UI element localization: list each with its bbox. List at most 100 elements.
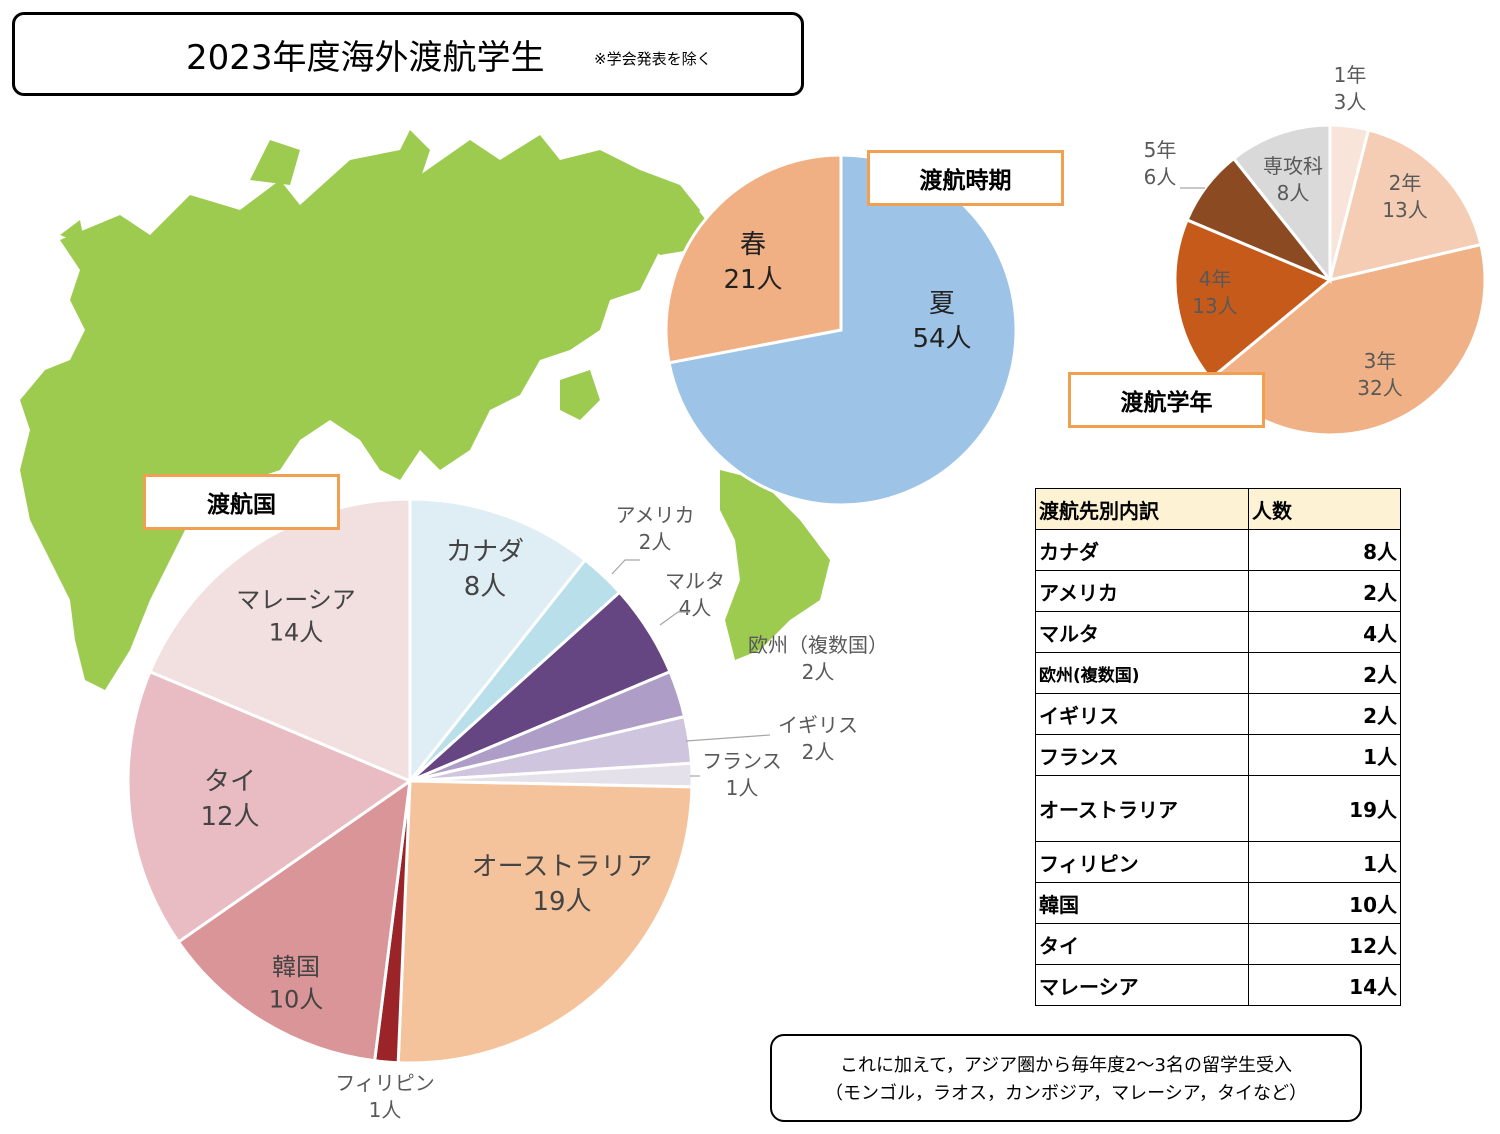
table-row: 欧州(複数国) 2人	[1035, 652, 1401, 694]
table-cell-count: 8人	[1248, 529, 1401, 571]
table-cell-count: 1人	[1248, 734, 1401, 776]
table-header-count: 人数	[1248, 488, 1401, 530]
country-0-name-label: カナダ	[446, 537, 524, 567]
country-3-name-label: 欧州（複数国）	[748, 633, 888, 657]
table-row: イギリス 2人	[1035, 693, 1401, 735]
grade-0-value-label: 3人	[1334, 90, 1367, 114]
country-2-name-label: マルタ	[665, 569, 725, 593]
table-cell-destination: マレーシア	[1035, 964, 1249, 1006]
note-box: これに加えて，アジア圏から毎年度2〜3名の留学生受入 （モンゴル，ラオス，カンボ…	[770, 1034, 1362, 1122]
leader-line	[659, 611, 690, 626]
grade-pie-chart	[1173, 123, 1487, 437]
page-subtitle: ※学会発表を除く	[594, 50, 712, 68]
table-cell-count: 2人	[1248, 652, 1401, 694]
table-row: マレーシア 14人	[1035, 964, 1401, 1006]
country-slice	[396, 779, 694, 1065]
grade-slice	[1231, 123, 1332, 285]
table-cell-count: 4人	[1248, 611, 1401, 653]
country-5-value-label: 1人	[726, 776, 759, 800]
season-slice	[664, 153, 843, 365]
country-slice	[126, 669, 414, 945]
table-cell-count: 19人	[1248, 775, 1401, 842]
table-cell-destination: マルタ	[1035, 611, 1249, 653]
country-10-value-label: 14人	[269, 618, 324, 646]
page-title: 2023年度海外渡航学生	[186, 38, 545, 78]
table-cell-count: 12人	[1248, 923, 1401, 965]
leader-line	[685, 734, 771, 742]
grade-slice	[1327, 128, 1483, 283]
country-3-value-label: 2人	[802, 660, 835, 684]
grade-3-name-label: 4年	[1199, 267, 1232, 291]
table-cell-count: 14人	[1248, 964, 1401, 1006]
country-5-name-label: フランス	[702, 749, 782, 773]
table-cell-count: 10人	[1248, 882, 1401, 924]
country-4-name-label: イギリス	[778, 713, 858, 737]
table-cell-count: 2人	[1248, 570, 1401, 612]
table-row: オーストラリア 19人	[1035, 775, 1401, 842]
table-cell-destination: 韓国	[1035, 882, 1249, 924]
season-spring-name-label: 春	[740, 230, 766, 260]
country-6-value-label: 19人	[532, 887, 591, 917]
table-row: マルタ 4人	[1035, 611, 1401, 653]
country-9-name-label: タイ	[204, 767, 256, 797]
country-pie-chart	[126, 497, 694, 1065]
country-8-name-label: 韓国	[272, 953, 320, 981]
table-row: タイ 12人	[1035, 923, 1401, 965]
leader-line	[611, 559, 640, 575]
grade-5-value-label: 8人	[1277, 181, 1310, 205]
grade-chart-tag: 渡航学年	[1068, 372, 1265, 428]
table-header-row: 渡航先別内訳 人数	[1035, 488, 1401, 530]
table-cell-destination: 欧州(複数国)	[1035, 652, 1249, 694]
country-4-value-label: 2人	[802, 740, 835, 764]
country-0-value-label: 8人	[464, 572, 507, 602]
table-cell-destination: タイ	[1035, 923, 1249, 965]
note-line-2: （モンゴル，ラオス，カンボジア，マレーシア，タイなど）	[824, 1083, 1308, 1104]
season-chart-tag: 渡航時期	[867, 150, 1064, 206]
table-cell-destination: フィリピン	[1035, 841, 1249, 883]
country-7-name-label: フィリピン	[335, 1071, 435, 1095]
grade-4-value-label: 6人	[1144, 165, 1177, 189]
country-10-name-label: マレーシア	[236, 586, 356, 614]
country-slice	[176, 777, 412, 1063]
country-9-value-label: 12人	[200, 802, 259, 832]
country-7-value-label: 1人	[369, 1098, 402, 1122]
country-1-name-label: アメリカ	[616, 503, 695, 527]
table-cell-destination: カナダ	[1035, 529, 1249, 571]
grade-5-name-label: 専攻科	[1263, 154, 1323, 178]
note-line-1: これに加えて，アジア圏から毎年度2〜3名の留学生受入	[839, 1055, 1293, 1076]
grade-0-name-label: 1年	[1334, 63, 1367, 87]
world-map-silhouette	[20, 130, 830, 690]
country-2-value-label: 4人	[679, 596, 712, 620]
country-6-name-label: オーストラリア	[472, 852, 653, 882]
grade-2-name-label: 3年	[1364, 349, 1397, 373]
grade-1-name-label: 2年	[1389, 171, 1422, 195]
table-cell-count: 1人	[1248, 841, 1401, 883]
grade-2-value-label: 32人	[1357, 376, 1402, 400]
country-1-value-label: 2人	[639, 530, 672, 554]
country-8-value-label: 10人	[269, 985, 324, 1013]
breakdown-table: 渡航先別内訳 人数 カナダ 8人 アメリカ 2人 マルタ 4人 欧州(複数国) 2人 イ…	[1035, 488, 1401, 1006]
table-cell-destination: フランス	[1035, 734, 1249, 776]
grade-4-name-label: 5年	[1144, 138, 1177, 162]
country-slice	[148, 497, 412, 784]
grade-slice	[1173, 217, 1333, 381]
table-cell-destination: イギリス	[1035, 693, 1249, 735]
table-row: カナダ 8人	[1035, 529, 1401, 571]
table-cell-count: 2人	[1248, 693, 1401, 735]
country-chart-tag: 渡航国	[143, 474, 340, 530]
season-summer-value-label: 54人	[912, 324, 971, 354]
table-row: 韓国 10人	[1035, 882, 1401, 924]
table-row: アメリカ 2人	[1035, 570, 1401, 612]
country-slice	[408, 497, 588, 786]
table-header-destination: 渡航先別内訳	[1035, 488, 1249, 530]
title-box	[12, 12, 804, 96]
grade-3-value-label: 13人	[1192, 294, 1237, 318]
season-spring-value-label: 21人	[723, 265, 782, 295]
table-cell-destination: オーストラリア	[1035, 775, 1249, 842]
grade-1-value-label: 13人	[1382, 198, 1427, 222]
season-summer-name-label: 夏	[929, 289, 955, 319]
table-row: フランス 1人	[1035, 734, 1401, 776]
table-cell-destination: アメリカ	[1035, 570, 1249, 612]
table-row: フィリピン 1人	[1035, 841, 1401, 883]
